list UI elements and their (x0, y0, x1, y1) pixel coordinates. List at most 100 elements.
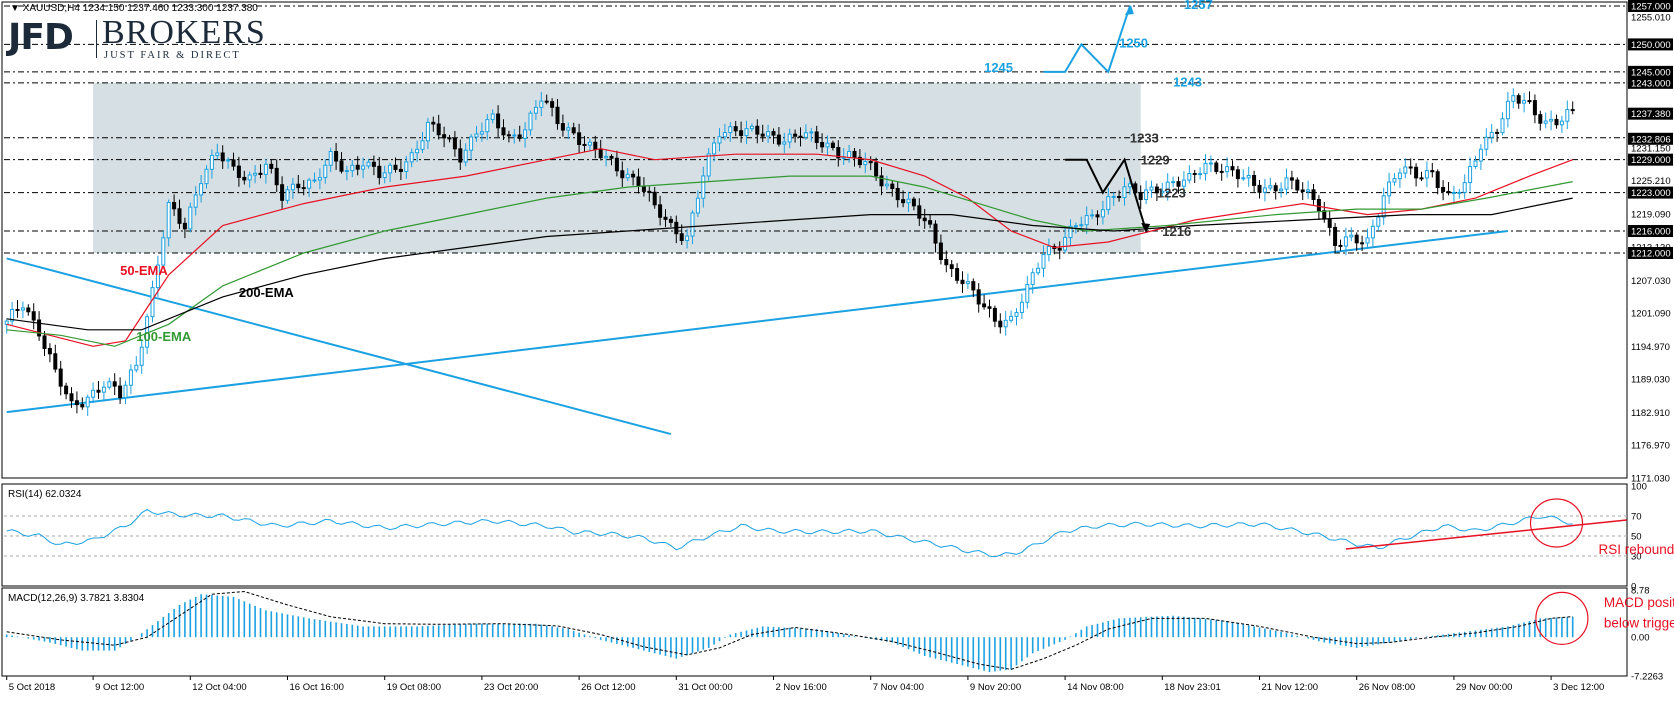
level-label-1216: 1216 (1162, 224, 1191, 239)
candle-body (258, 172, 263, 175)
candle-body (193, 194, 198, 208)
macd-axis-label: 0.00 (1631, 633, 1650, 644)
candle-body (1403, 166, 1408, 174)
bearish-projection-arrow (1141, 223, 1151, 234)
candle-body (571, 127, 576, 134)
ascending-trendline[interactable] (6, 230, 1509, 414)
rsi-axis-label: 30 (1631, 552, 1642, 563)
candle-body (1451, 191, 1456, 194)
candle-body (1354, 234, 1359, 244)
candle-body (1219, 170, 1224, 173)
candle-body (1198, 173, 1203, 176)
rsi-axis-label: 50 (1631, 532, 1642, 543)
candle-body (469, 136, 474, 151)
candle-body (1549, 118, 1554, 122)
candle-body (123, 384, 128, 399)
candle-body (4, 320, 9, 325)
price-tag-box (1628, 76, 1673, 89)
price-axis-label: 1207.030 (1631, 276, 1671, 287)
candle-body (328, 150, 333, 166)
candle-body (960, 279, 965, 285)
descending-trendline[interactable] (6, 257, 672, 436)
price-axis-label: 1189.030 (1631, 375, 1670, 386)
candle-body (393, 164, 398, 170)
candle-body (577, 132, 582, 145)
candle-body (944, 258, 949, 266)
ema-label-200-ema: 200-EMA (239, 285, 295, 300)
candle-body (1333, 226, 1338, 246)
candle-body (188, 206, 193, 230)
candle-body (512, 134, 517, 137)
candle-body (128, 369, 133, 386)
candle-body (1376, 216, 1381, 227)
candle-body (182, 222, 187, 230)
candle-body (965, 281, 970, 285)
candle-body (1441, 186, 1446, 192)
candle-body (1538, 114, 1543, 124)
price-tag-box (1628, 132, 1673, 145)
candle-body (976, 289, 981, 305)
candle-body (1122, 186, 1127, 199)
candle-body (247, 174, 252, 181)
candle-body (625, 173, 630, 179)
candle-body (323, 164, 328, 179)
candle-body (663, 216, 668, 220)
price-axis-label: 1171.030 (1631, 473, 1670, 484)
candle-body (1009, 315, 1014, 321)
candle-body (1360, 242, 1365, 245)
candle-body (166, 201, 171, 239)
candle-body (614, 157, 619, 172)
time-axis-label: 29 Nov 00:00 (1456, 682, 1513, 693)
ema-line-50-ema (6, 148, 1573, 347)
candle-body (550, 101, 555, 108)
price-tag-box (1628, 38, 1673, 51)
macd-annotation-line2: below trigger line (1604, 616, 1674, 631)
candle-body (863, 160, 868, 166)
candle-body (10, 308, 15, 322)
candle-body (1057, 247, 1062, 251)
candle-body (118, 385, 123, 399)
candle-body (1500, 118, 1505, 134)
candle-body (209, 154, 214, 170)
candle-body (301, 187, 306, 190)
candle-body (1100, 209, 1105, 218)
candle-body (1230, 166, 1235, 171)
candle-body (1478, 148, 1483, 162)
candle-body (1338, 244, 1343, 247)
candle-body (992, 307, 997, 322)
candle-body (425, 121, 430, 142)
candle-body (1446, 190, 1451, 194)
candle-body (107, 381, 112, 388)
candle-body (566, 127, 571, 131)
candle-body (922, 217, 927, 222)
candle-body (1246, 175, 1251, 179)
candle-body (312, 179, 317, 182)
bearish-projection-path (1065, 157, 1148, 232)
candle-body (771, 131, 776, 136)
time-axis-label: 26 Oct 12:00 (581, 682, 635, 693)
price-tag-box (1628, 0, 1673, 12)
level-label-1233: 1233 (1130, 131, 1159, 146)
price-axis-label: 1194.970 (1631, 342, 1670, 353)
candle-body (1306, 189, 1311, 193)
candle-body (604, 155, 609, 159)
candle-body (1527, 100, 1532, 103)
candle-body (620, 170, 625, 179)
candle-body (382, 172, 387, 179)
candle-body (388, 164, 393, 174)
candle-body (1171, 181, 1176, 184)
candle-body (793, 133, 798, 137)
candle-body (695, 197, 700, 214)
candle-body (64, 385, 69, 395)
candle-body (938, 242, 943, 260)
candle-body (1117, 195, 1122, 199)
candle-body (1160, 190, 1165, 194)
candle-body (1214, 162, 1219, 172)
macd-pane-frame (1, 587, 1628, 677)
rsi-axis-label: 100 (1631, 482, 1647, 493)
candle-body (690, 212, 695, 237)
candle-body (755, 125, 760, 135)
candle-body (74, 400, 79, 406)
candle-body (820, 142, 825, 148)
